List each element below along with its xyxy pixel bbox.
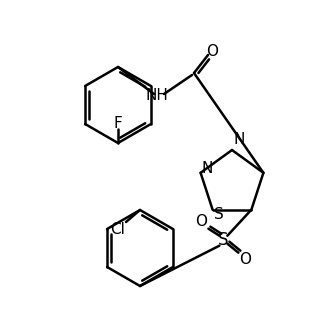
- Text: O: O: [195, 214, 207, 229]
- Text: NH: NH: [146, 88, 168, 104]
- Text: N: N: [202, 161, 213, 176]
- Text: O: O: [206, 45, 218, 59]
- Text: Cl: Cl: [111, 222, 125, 238]
- Text: O: O: [239, 252, 251, 267]
- Text: S: S: [218, 231, 229, 249]
- Text: N: N: [233, 133, 245, 148]
- Text: S: S: [214, 207, 223, 222]
- Text: F: F: [114, 115, 122, 130]
